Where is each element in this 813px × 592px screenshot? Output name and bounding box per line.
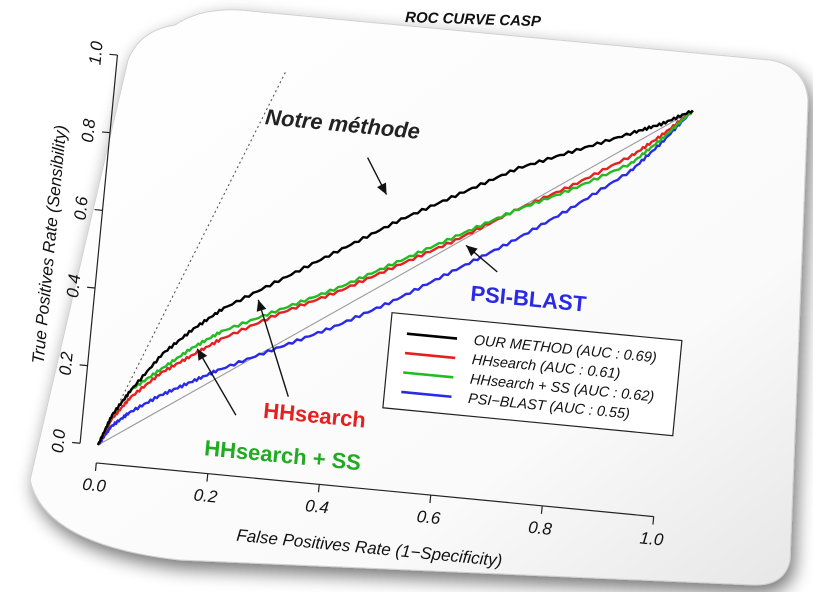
series-lines — [96, 109, 694, 446]
series-line — [96, 109, 694, 446]
y-axis-line — [79, 55, 119, 444]
y-tick-label: 0.4 — [63, 273, 84, 298]
arrow-head — [197, 348, 208, 361]
y-tick — [79, 364, 88, 367]
y-tick — [94, 208, 103, 211]
x-axis-line — [96, 462, 654, 518]
annotation-arrow — [257, 299, 289, 397]
x-tick — [317, 484, 320, 493]
legend-swatch — [401, 390, 452, 399]
y-tick — [109, 53, 118, 56]
y-tick-label: 1.0 — [85, 40, 106, 66]
x-tick — [206, 473, 209, 482]
chart-title: ROC CURVE CASP — [405, 9, 542, 30]
x-tick-label: 0.2 — [193, 485, 219, 506]
y-axis-label: True Positives Rate (Sensibility) — [29, 124, 71, 364]
arrow-head — [466, 245, 478, 257]
paper-card — [29, 9, 809, 586]
x-tick-label: 0.8 — [527, 518, 553, 539]
x-tick-label: 1.0 — [639, 528, 665, 549]
legend-swatch — [403, 371, 454, 379]
y-tick-label: 0.0 — [48, 428, 69, 454]
x-tick — [94, 462, 97, 471]
legend: OUR METHOD (AUC : 0.69)HHsearch (AUC : 0… — [382, 312, 683, 437]
x-tick — [652, 516, 655, 525]
arrow-head — [256, 299, 267, 312]
y-tick — [101, 131, 111, 134]
y-tick-label: 0.2 — [56, 350, 77, 376]
legend-swatch — [404, 351, 456, 360]
diagonal-reference-line — [97, 109, 694, 446]
series-line — [96, 109, 694, 446]
x-tick-label: 0.6 — [416, 507, 442, 528]
reference-lines — [97, 71, 694, 446]
legend-swatch — [406, 332, 458, 340]
y-tick — [87, 286, 96, 289]
x-tick-label: 0.4 — [304, 496, 329, 517]
series-line — [96, 109, 694, 446]
x-tick — [540, 505, 543, 514]
series-line — [96, 109, 694, 446]
legend-box — [382, 312, 683, 437]
y-tick-label: 0.6 — [71, 195, 92, 221]
y-tick — [72, 441, 81, 444]
arrow-head — [377, 182, 387, 195]
annotation-arrow — [196, 348, 237, 416]
y-tick-label: 0.8 — [78, 117, 99, 143]
x-tick — [429, 495, 432, 504]
x-tick-label: 0.0 — [81, 475, 107, 496]
